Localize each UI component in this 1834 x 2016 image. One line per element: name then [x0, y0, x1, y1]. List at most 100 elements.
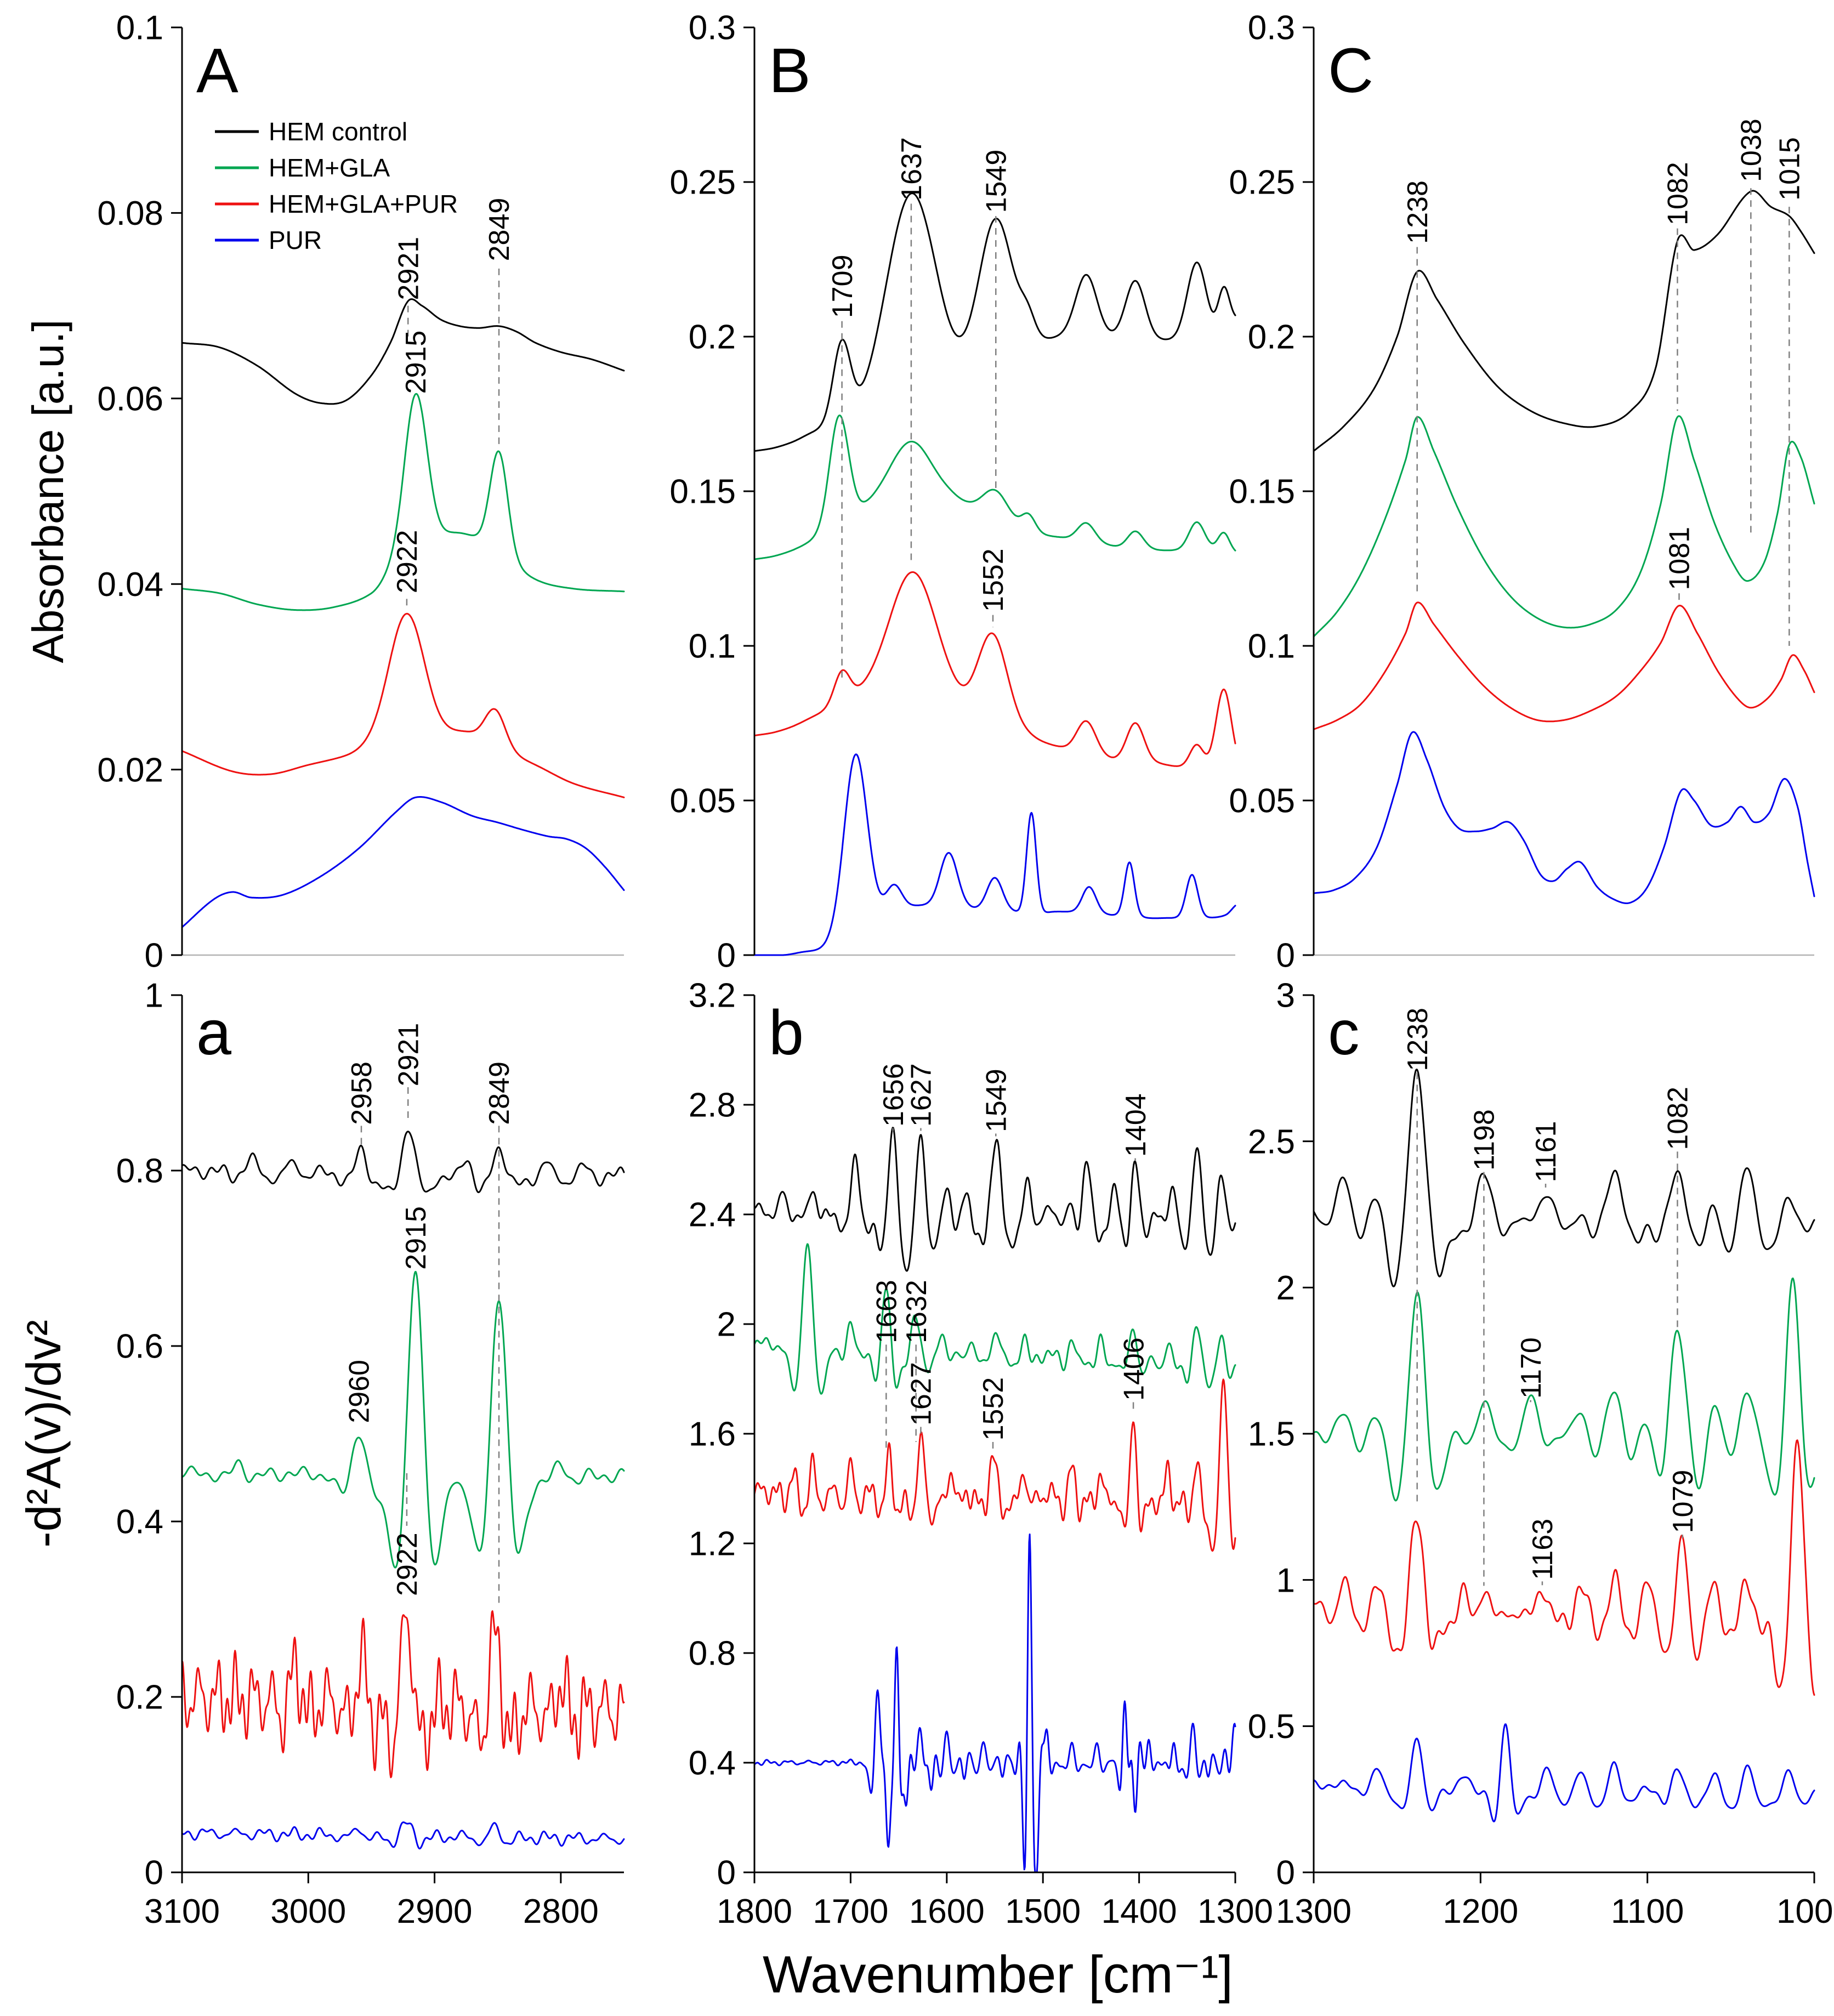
curve-hem-control	[753, 1127, 1236, 1272]
curve-pur	[1313, 1723, 1815, 1822]
curve-pur	[1313, 731, 1815, 904]
curve-hem-gla-pur	[753, 1378, 1236, 1552]
curve-hem-gla	[181, 393, 625, 611]
peak-label-2849: 2849	[484, 198, 515, 262]
y-tick-label: 0.8	[116, 1152, 163, 1190]
curve-hem-gla	[1313, 1277, 1815, 1502]
curve-hem-control	[181, 1131, 625, 1194]
y-tick-label: 0	[145, 937, 163, 975]
panel-B-svg: 1709 1637 1549 1552 0 0.05 0.1 0.15 0.2 0.25 0.3 B	[669, 9, 1236, 975]
peak-label-1637: 1637	[896, 137, 928, 201]
x-tick-label: 2900	[397, 1893, 473, 1930]
y-tick-label: 0.8	[689, 1635, 736, 1673]
peak-label-1161: 1161	[1530, 1121, 1562, 1183]
y-tick-label: 0	[717, 937, 736, 975]
y-tick-label: 0.05	[1229, 782, 1295, 820]
panel-C-svg: 1238 1082 1038 1015 1081 0 0.05 0.1 0.15 0.2 0.25 0…	[1229, 9, 1815, 975]
panel-C: 1238 1082 1038 1015 1081 0 0.05 0.1 0.15 0.2 0.25 0…	[1229, 9, 1815, 975]
y-tick-label: 0.2	[689, 319, 736, 356]
peak-label-2958: 2958	[346, 1061, 378, 1125]
y-tick-label: 0.02	[97, 751, 163, 789]
y-tick-label: 2.8	[689, 1087, 736, 1125]
peak-label-1552: 1552	[978, 1377, 1009, 1441]
legend-label-hem-control: HEM control	[269, 117, 407, 146]
y-tick-label: 0.2	[1248, 319, 1295, 356]
panel-letter-c: c	[1328, 998, 1360, 1068]
peak-label-2915: 2915	[400, 331, 432, 394]
y-tick-label: 2	[717, 1306, 736, 1344]
panel-letter-C: C	[1328, 36, 1373, 106]
panel-c-svg: 1238 1198 1161 1082 1170 1163 1079 0 0.5 1 1.5 2 2.5…	[1248, 977, 1834, 1930]
y-tick-label: 0.06	[97, 381, 163, 418]
peak-label-2915: 2915	[400, 1206, 432, 1270]
peak-label-1404: 1404	[1120, 1093, 1152, 1157]
y-tick-label: 0.2	[116, 1679, 163, 1717]
peak-label-1079: 1079	[1667, 1470, 1699, 1534]
panel-a: 2958 2921 2849 2915 2960 2922 0 0.2 0.4 0.6 0.8 1 31…	[116, 977, 625, 1930]
peak-label-1549: 1549	[980, 1069, 1012, 1132]
peak-label-1038: 1038	[1736, 118, 1768, 182]
panel-A-svg: 2921 2849 2915 2922 0 0.02 0.04 0.06 0.08 0.1 A HEM…	[97, 9, 625, 975]
curve-hem-control	[1313, 1069, 1815, 1287]
y-tick-label: 0.5	[1248, 1708, 1295, 1746]
y-tick-label: 0.25	[1229, 164, 1295, 202]
panel-a-svg: 2958 2921 2849 2915 2960 2922 0 0.2 0.4 0.6 0.8 1 31…	[116, 977, 625, 1930]
peak-label-1552: 1552	[978, 548, 1009, 612]
curve-hem-gla	[753, 414, 1236, 560]
peak-label-1163: 1163	[1527, 1519, 1559, 1580]
y-tick-label: 0.1	[1248, 628, 1295, 666]
peak-label-2960: 2960	[344, 1360, 376, 1423]
legend-label-pur: PUR	[269, 226, 322, 254]
curve-pur	[753, 753, 1236, 956]
y-tick-label: 3	[1276, 977, 1295, 1015]
curve-hem-gla-pur	[1313, 1439, 1815, 1696]
y-tick-label: 1.6	[689, 1416, 736, 1453]
legend-label-hem-gla-pur: HEM+GLA+PUR	[269, 190, 458, 218]
curve-hem-gla-pur	[181, 1610, 625, 1779]
y-axis-label-absorbance: Absorbance [a.u.]	[24, 319, 72, 663]
peak-label-1198: 1198	[1469, 1109, 1501, 1171]
y-tick-label: 1	[1276, 1561, 1295, 1599]
y-tick-label: 0.3	[689, 9, 736, 47]
y-tick-label: 0.15	[1229, 473, 1295, 511]
peak-label-2922: 2922	[391, 530, 423, 593]
curve-hem-control	[753, 192, 1236, 452]
y-tick-label: 0.08	[97, 195, 163, 232]
y-tick-label: 0.04	[97, 566, 163, 604]
curve-hem-gla-pur	[753, 571, 1236, 767]
x-axis-label: Wavenumber [cm⁻¹]	[763, 1945, 1233, 2004]
curve-hem-gla	[1313, 415, 1815, 638]
y-tick-label: 0.4	[116, 1503, 163, 1541]
y-tick-label: 1.5	[1248, 1416, 1295, 1453]
curve-hem-gla-pur	[181, 612, 625, 798]
peak-label-2921: 2921	[393, 1023, 424, 1087]
panel-B: 1709 1637 1549 1552 0 0.05 0.1 0.15 0.2 0.25 0.3 B	[669, 9, 1236, 975]
x-tick-label: 1800	[717, 1893, 792, 1930]
y-tick-label: 0	[1276, 937, 1295, 975]
curve-hem-control	[1313, 190, 1815, 452]
peak-label-2849: 2849	[484, 1061, 515, 1125]
peak-label-1627: 1627	[906, 1063, 938, 1127]
peak-label-1632: 1632	[901, 1280, 933, 1343]
x-tick-label: 1400	[1101, 1893, 1177, 1930]
peak-label-1082: 1082	[1662, 1087, 1694, 1150]
y-tick-label: 1.2	[689, 1525, 736, 1563]
peak-label-1663: 1663	[871, 1280, 902, 1343]
curve-pur	[181, 796, 625, 928]
curve-hem-gla	[753, 1243, 1236, 1395]
curve-hem-gla	[181, 1271, 625, 1569]
panel-letter-A: A	[196, 36, 239, 106]
peak-label-1627: 1627	[906, 1362, 938, 1426]
y-tick-label: 0.25	[669, 164, 736, 202]
y-tick-label: 3.2	[689, 977, 736, 1015]
y-tick-label: 0.4	[689, 1745, 736, 1782]
peak-label-2922: 2922	[391, 1532, 423, 1596]
legend-label-hem-gla: HEM+GLA	[269, 154, 390, 182]
y-tick-label: 2.5	[1248, 1123, 1295, 1161]
curve-hem-control	[181, 298, 625, 405]
curve-pur	[181, 1821, 625, 1850]
y-tick-label: 0.1	[689, 628, 736, 666]
y-tick-label: 0	[1276, 1854, 1295, 1892]
x-tick-label: 3100	[144, 1893, 220, 1930]
